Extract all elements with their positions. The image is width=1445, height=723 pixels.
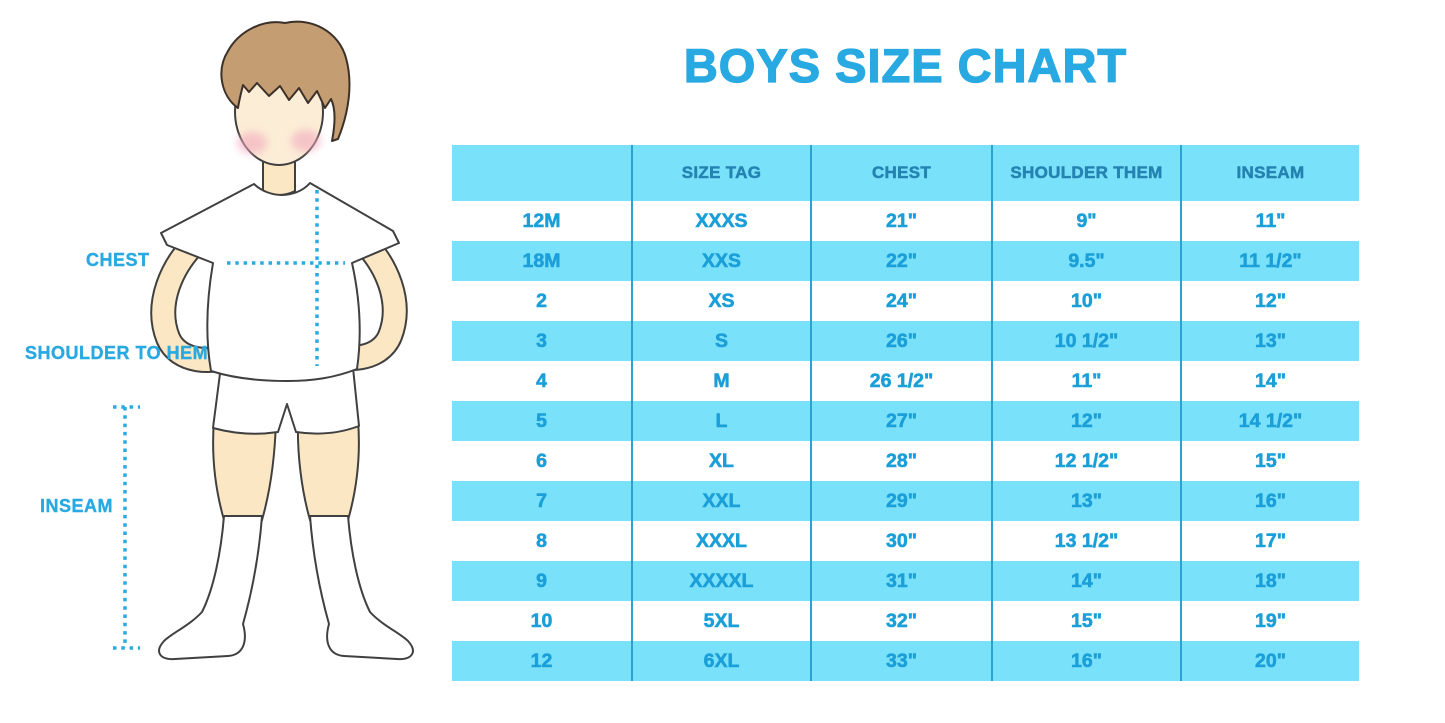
cheek-left: [237, 132, 267, 154]
column-header: INSEAM: [1182, 145, 1359, 201]
table-cell: 18M: [452, 241, 633, 281]
table-cell: XXXXL: [633, 561, 812, 601]
boy-sock-right: [309, 515, 414, 661]
table-cell: XL: [633, 441, 812, 481]
table-cell: 15": [993, 601, 1182, 641]
table-cell: 12 1/2": [993, 441, 1182, 481]
column-header: SIZE TAG: [633, 145, 812, 201]
table-cell: M: [633, 361, 812, 401]
table-cell: 18": [1182, 561, 1359, 601]
table-cell: 27": [812, 401, 993, 441]
table-cell: 17": [1255, 529, 1287, 552]
table-cell: 26": [812, 321, 993, 361]
table-cell: 32": [812, 601, 993, 641]
table-cell: 28": [812, 441, 993, 481]
table-cell: 15": [1255, 449, 1287, 472]
table-cell: 6XL: [633, 641, 812, 681]
page-title: BOYS SIZE CHART: [683, 38, 1128, 92]
table-cell: 11": [1255, 209, 1286, 232]
table-cell: 7: [452, 481, 633, 521]
table-cell: 12M: [452, 201, 633, 241]
boy-hair: [220, 20, 351, 142]
table-cell: 10": [993, 281, 1182, 321]
table-cell: 31": [812, 561, 993, 601]
table-cell: 3: [452, 321, 633, 361]
size-table: SIZE TAG CHEST SHOULDER THEM INSEAM 12M XXXS 2…: [452, 145, 1359, 681]
table-cell: 13": [1182, 321, 1359, 361]
boy-illustration: [113, 20, 414, 661]
table-cell: 30": [812, 521, 993, 561]
table-cell: 21": [812, 201, 993, 241]
column-header: CHEST: [812, 145, 993, 201]
table-cell: 33": [812, 641, 993, 681]
table-cell: L: [633, 401, 812, 441]
column-header: [452, 145, 633, 201]
table-cell: 24": [812, 281, 993, 321]
table-cell: 12": [1255, 289, 1287, 312]
table-cell: 14": [1255, 369, 1287, 392]
table-cell: 26 1/2": [812, 361, 993, 401]
table-cell: 19": [1255, 609, 1287, 632]
table-cell: 8: [452, 521, 633, 561]
inseam-label: INSEAM: [40, 496, 114, 516]
table-cell: 16": [993, 641, 1182, 681]
table-cell: XXXL: [633, 521, 812, 561]
table-cell: 12: [452, 641, 633, 681]
column-header: SHOULDER THEM: [993, 145, 1182, 201]
table-cell: XXXS: [633, 201, 812, 241]
table-cell: 6: [452, 441, 633, 481]
boy-sock-left: [158, 515, 263, 661]
table-cell: 14": [993, 561, 1182, 601]
chest-label: CHEST: [86, 250, 150, 270]
table-cell: 11 1/2": [1182, 241, 1359, 281]
table-cell: 20": [1182, 641, 1359, 681]
boy-leg-right: [296, 419, 360, 521]
table-cell: XXS: [633, 241, 812, 281]
table-cell: 13": [993, 481, 1182, 521]
table-cell: 22": [812, 241, 993, 281]
table-cell: 2: [452, 281, 633, 321]
table-cell: 10: [452, 601, 633, 641]
boy-leg-left: [212, 419, 278, 521]
table-cell: 29": [812, 481, 993, 521]
table-cell: XS: [633, 281, 812, 321]
boy-shirt: [160, 182, 400, 382]
table-cell: XXL: [633, 481, 812, 521]
table-cell: 9": [993, 201, 1182, 241]
table-cell: 14 1/2": [1182, 401, 1359, 441]
table-cell: 12": [993, 401, 1182, 441]
table-cell: 4: [452, 361, 633, 401]
table-cell: 9: [452, 561, 633, 601]
table-cell: 11": [993, 361, 1182, 401]
shoulder-to-hem-label: SHOULDER TO HEM: [25, 343, 209, 363]
table-cell: 5XL: [633, 601, 812, 641]
cheek-right: [291, 130, 321, 152]
table-cell: 9.5": [993, 241, 1182, 281]
table-cell: 13 1/2": [993, 521, 1182, 561]
table-cell: 16": [1182, 481, 1359, 521]
table-cell: 5: [452, 401, 633, 441]
table-cell: S: [633, 321, 812, 361]
table-cell: 10 1/2": [993, 321, 1182, 361]
